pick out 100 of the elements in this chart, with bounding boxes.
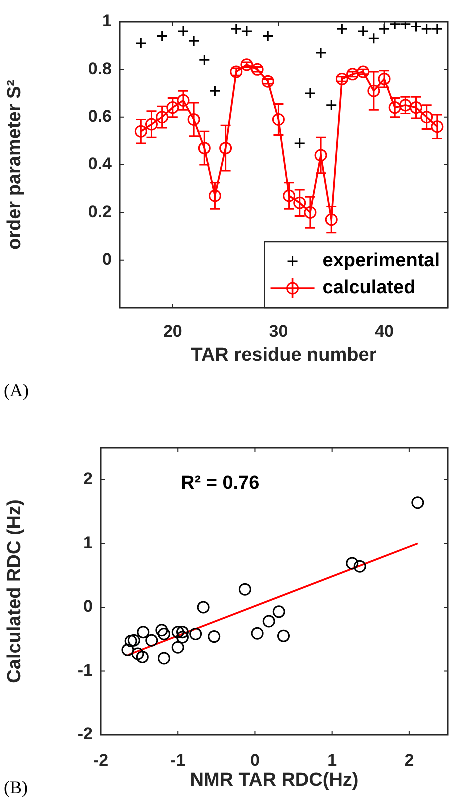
point [368, 84, 380, 98]
point [346, 68, 360, 81]
point [188, 35, 200, 47]
point [304, 88, 316, 100]
x-tick-label: 0 [250, 750, 260, 770]
y-tick-label: -1 [78, 660, 93, 680]
point [420, 111, 434, 124]
point [190, 628, 202, 640]
point [134, 125, 148, 138]
point [137, 626, 150, 639]
point [325, 214, 338, 226]
point [378, 23, 390, 35]
point [388, 102, 402, 114]
point [132, 648, 144, 660]
y-tick-label: 0.6 [88, 107, 112, 126]
y-axis-title: Calculated RDC (Hz) [4, 500, 26, 684]
point [412, 496, 424, 510]
point [158, 628, 170, 640]
point [315, 47, 327, 59]
point [294, 138, 306, 150]
point [208, 190, 222, 202]
x-axis-title: NMR TAR RDC(Hz) [190, 770, 359, 791]
point [240, 58, 254, 72]
point [230, 23, 242, 35]
point [304, 206, 317, 219]
point [198, 142, 211, 155]
y-tick-label: 0.8 [88, 59, 112, 78]
point [399, 99, 412, 112]
point [314, 149, 328, 162]
point [378, 72, 391, 86]
x-tick-label: 40 [375, 322, 394, 341]
point [241, 26, 253, 38]
x-tick-label: 20 [163, 322, 182, 341]
y-axis-title: order parameter S² [4, 80, 26, 250]
point [220, 142, 232, 155]
point [272, 113, 285, 126]
point [251, 63, 264, 76]
point [198, 54, 210, 66]
y-tick-label: 0.2 [88, 202, 112, 222]
point [166, 102, 180, 114]
point [278, 630, 290, 642]
point [172, 626, 184, 639]
point [156, 624, 168, 637]
point [208, 630, 221, 644]
point [354, 560, 366, 573]
x-axis-title: TAR residue number [191, 344, 378, 366]
point [262, 30, 274, 42]
y-tick-label: 0.4 [88, 154, 113, 174]
point [176, 631, 189, 644]
point [122, 644, 134, 656]
point [146, 634, 158, 647]
x-tick-label: 2 [404, 750, 414, 770]
point [136, 650, 149, 664]
point [368, 32, 380, 44]
point [336, 72, 348, 86]
point [262, 615, 276, 628]
point [421, 23, 433, 35]
point [197, 601, 210, 614]
y-tick-label: 2 [84, 470, 93, 489]
point [326, 100, 338, 112]
point [357, 66, 370, 78]
point [336, 23, 348, 35]
point [358, 26, 370, 38]
point [272, 606, 286, 618]
point [432, 23, 444, 35]
point [178, 26, 190, 38]
y-tick-label: 0 [102, 250, 112, 270]
point [410, 102, 423, 114]
point [177, 94, 190, 107]
legend-label: experimental [322, 250, 440, 272]
point [158, 652, 170, 665]
point [251, 627, 264, 640]
x-tick-label: 30 [269, 322, 288, 341]
point [262, 75, 274, 88]
point [346, 557, 359, 570]
legend-label: calculated [322, 278, 416, 299]
point [188, 113, 200, 126]
x-tick-label: -1 [170, 750, 186, 770]
point [145, 118, 158, 131]
point [410, 22, 422, 33]
point [135, 38, 147, 50]
point [431, 120, 444, 134]
y-tick-label: 1 [84, 533, 93, 552]
point [209, 85, 221, 97]
point [172, 641, 184, 654]
point [156, 30, 168, 42]
x-tick-label: 1 [328, 750, 338, 770]
point [124, 634, 138, 648]
y-tick-label: -2 [78, 724, 93, 744]
point [128, 634, 140, 647]
text: (A) [4, 380, 29, 401]
y-tick-label: 1 [102, 12, 112, 31]
point [294, 196, 306, 210]
text: (B) [4, 778, 28, 798]
point [156, 111, 169, 124]
y-tick-label: 0 [84, 597, 93, 616]
point [176, 626, 189, 639]
point [238, 583, 252, 596]
annotation: R² = 0.76 [181, 473, 260, 494]
point [283, 190, 296, 202]
